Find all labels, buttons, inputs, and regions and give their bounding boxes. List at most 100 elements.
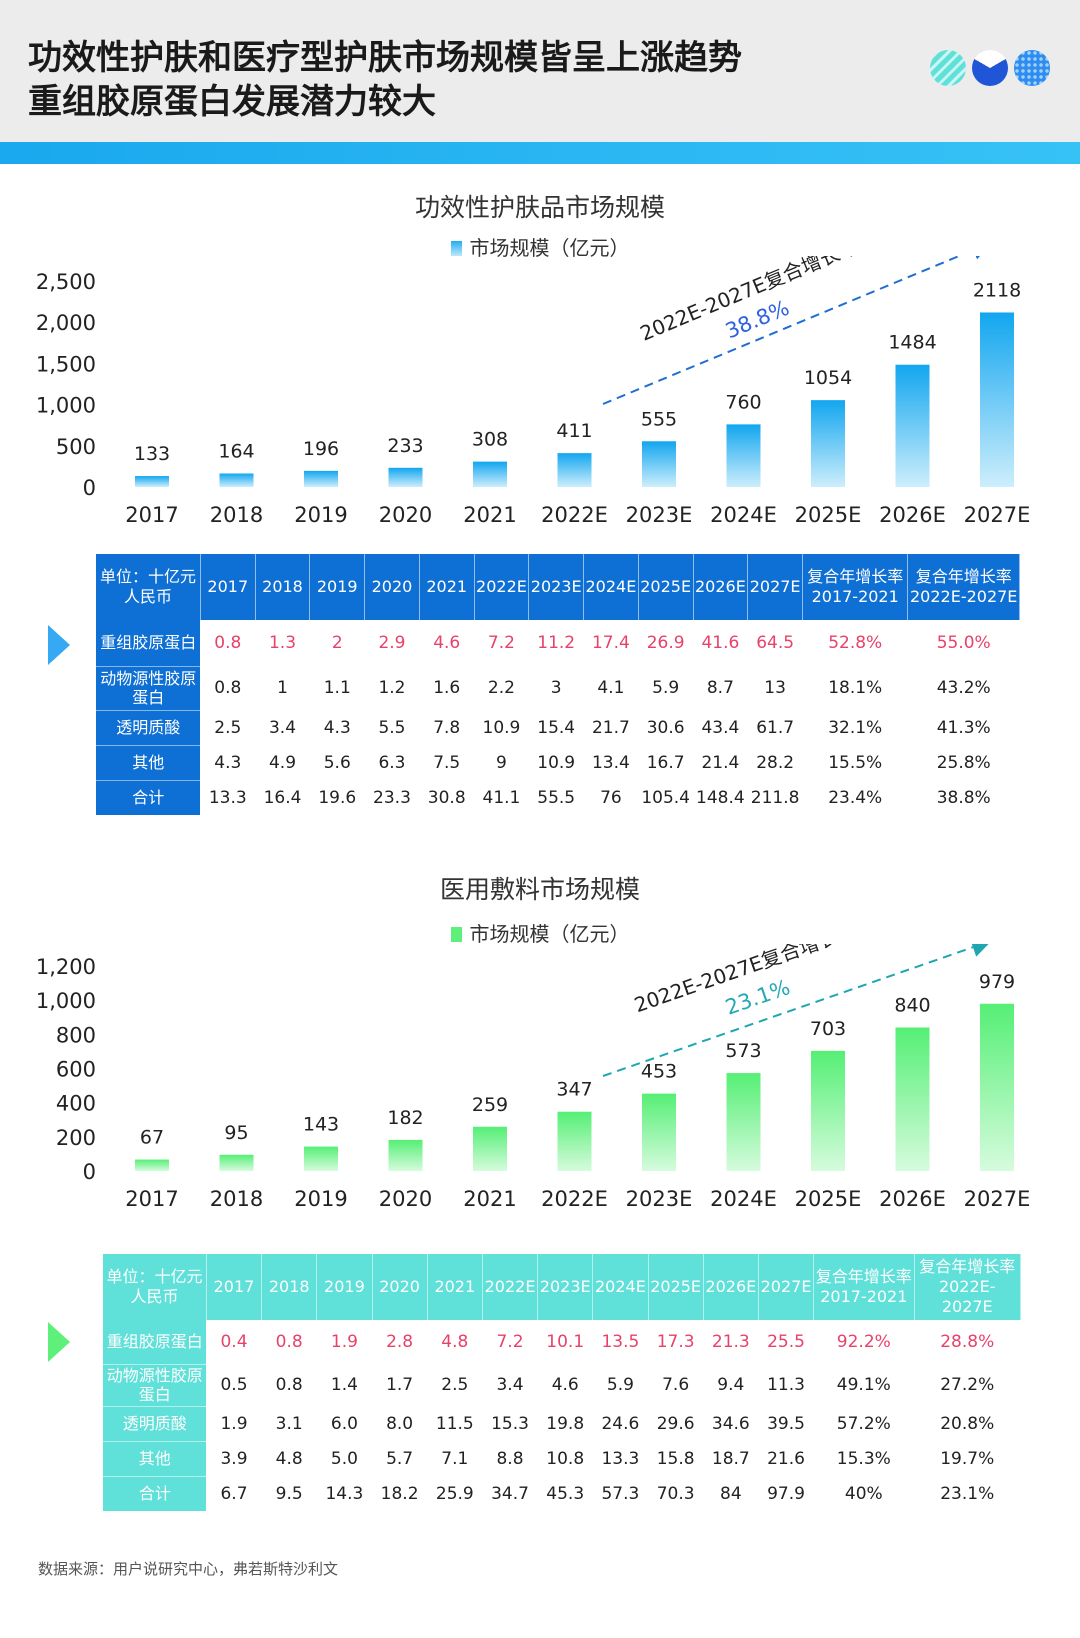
header: 功效性护肤和医疗型护肤市场规模皆呈上涨趋势 重组胶原蛋白发展潜力较大 <box>0 0 1080 142</box>
table-cell: 57.3 <box>592 1476 649 1511</box>
x-tick-label: 2018 <box>210 503 263 526</box>
table-cell: 23.1% <box>914 1476 1021 1511</box>
table-header-cell: 单位：十亿元人民币 <box>96 554 201 620</box>
table-cell: 2 <box>309 620 365 666</box>
table-header-cell: 2020 <box>364 554 420 620</box>
y-tick-label: 1,200 <box>36 955 96 979</box>
table-cell: 21.4 <box>693 745 748 780</box>
table-cell: 0.5 <box>206 1364 262 1406</box>
table-header-cell: 2019 <box>316 1254 373 1320</box>
table-cell: 28.8% <box>914 1320 1021 1364</box>
table-cell: 13 <box>747 666 803 710</box>
table-row-label: 透明质酸 <box>103 1406 207 1442</box>
x-tick-label: 2017 <box>125 503 178 526</box>
table-cell: 3.1 <box>261 1406 317 1441</box>
table-cell: 25.9 <box>427 1476 483 1511</box>
table-cell: 4.6 <box>537 1364 593 1406</box>
table-cell: 20.8% <box>914 1406 1021 1441</box>
table-cell: 1.3 <box>255 620 310 666</box>
table-cell: 2.5 <box>427 1364 483 1406</box>
table-cell: 2.2 <box>474 666 529 710</box>
table-cell: 0.8 <box>261 1364 317 1406</box>
table-cell: 4.3 <box>200 745 256 780</box>
table-cell: 1 <box>255 666 310 710</box>
data-label: 1054 <box>804 367 852 389</box>
y-tick-label: 400 <box>56 1092 96 1116</box>
data-label: 182 <box>387 1107 423 1129</box>
table-cell: 4.8 <box>261 1441 317 1476</box>
data-label: 347 <box>556 1079 592 1101</box>
table-header-cell: 2017 <box>206 1254 263 1320</box>
table-cell: 9.4 <box>703 1364 759 1406</box>
x-tick-label: 2019 <box>294 503 347 526</box>
table2: 单位：十亿元人民币 2017 2018 2019 2020 2021 2022E 2023E 2… <box>103 1254 1021 1512</box>
chart1-legend: 市场规模（亿元） <box>0 232 1080 261</box>
y-tick-label: 1,500 <box>36 352 96 376</box>
x-tick-label: 2020 <box>379 503 432 526</box>
table-header-row: 单位：十亿元人民币 2017 2018 2019 2020 2021 2022E 2023E 2… <box>96 554 1020 620</box>
table2-arrow-icon <box>48 1322 70 1362</box>
table-cell: 0.4 <box>206 1320 262 1364</box>
table-cell: 13.5 <box>592 1320 649 1364</box>
table-cell: 34.6 <box>703 1406 759 1441</box>
table-cell: 4.6 <box>419 620 475 666</box>
data-label: 259 <box>472 1094 508 1116</box>
table-header-row: 单位：十亿元人民币 2017 2018 2019 2020 2021 2022E 2023E 2… <box>103 1254 1021 1320</box>
table-cell: 7.1 <box>427 1441 483 1476</box>
table-cell: 10.9 <box>528 745 584 780</box>
table-header-cell: 2018 <box>255 554 311 620</box>
table-cell: 8.7 <box>693 666 748 710</box>
table-cell: 13.3 <box>592 1441 649 1476</box>
table-row-label: 其他 <box>96 745 201 781</box>
table-cell: 5.0 <box>316 1441 372 1476</box>
data-label: 840 <box>894 995 930 1017</box>
bar <box>557 1111 592 1171</box>
data-label: 95 <box>224 1122 248 1144</box>
bar <box>304 1146 338 1171</box>
table-cell: 21.3 <box>703 1320 759 1364</box>
chart2-title: 医用敷料市场规模 <box>439 875 640 904</box>
x-tick-label: 2023E <box>626 1187 693 1211</box>
table-header-cell: 2026E <box>703 1254 759 1320</box>
table-cell: 0.8 <box>200 666 256 710</box>
table-cell: 4.3 <box>309 710 365 745</box>
table-cell: 3.4 <box>482 1364 538 1406</box>
table-row: 透明质酸 2.5 3.4 4.3 5.5 7.8 10.9 15.4 21.7 30.6 43.4 6… <box>96 710 1020 746</box>
table-cell: 16.4 <box>255 780 310 815</box>
logo-dots-circle-icon <box>1014 50 1050 86</box>
data-label: 979 <box>979 971 1015 993</box>
table-cell: 18.1% <box>802 666 908 710</box>
table-cell: 39.5 <box>758 1406 814 1441</box>
table-cell: 97.9 <box>758 1476 814 1511</box>
table-cell: 5.9 <box>638 666 694 710</box>
table-cell: 21.7 <box>583 710 639 745</box>
table-cell: 7.5 <box>419 745 475 780</box>
table-cell: 2.9 <box>364 620 420 666</box>
table-cell: 11.3 <box>758 1364 814 1406</box>
chart2-legend: 市场规模（亿元） <box>0 918 1080 947</box>
table-cell: 19.8 <box>537 1406 593 1441</box>
table-cell: 5.5 <box>364 710 420 745</box>
table-cell: 1.4 <box>316 1364 372 1406</box>
table-header-cell: 2027E <box>758 1254 815 1320</box>
table-cell: 3.4 <box>255 710 310 745</box>
table-cell: 15.8 <box>648 1441 704 1476</box>
data-label: 760 <box>725 391 761 413</box>
table-cell: 7.8 <box>419 710 475 745</box>
x-tick-label: 2020 <box>379 1187 432 1211</box>
table-cell: 10.9 <box>474 710 529 745</box>
bar <box>980 1003 1014 1171</box>
data-label: 196 <box>303 438 339 460</box>
data-label: 143 <box>303 1114 339 1136</box>
table-cell: 9 <box>474 745 529 780</box>
y-tick-label: 800 <box>56 1023 96 1047</box>
table-header-cell: 2025E <box>648 1254 704 1320</box>
bar <box>304 470 338 487</box>
y-tick-label: 0 <box>83 1160 96 1184</box>
table-row: 动物源性胶原蛋白 0.5 0.8 1.4 1.7 2.5 3.4 4.6 5.9 7.6 9.4 11… <box>103 1364 1021 1407</box>
table-header-cell: 2019 <box>309 554 366 620</box>
table-cell: 1.2 <box>364 666 420 710</box>
table-cell: 34.7 <box>482 1476 538 1511</box>
table-cell: 8.0 <box>372 1406 428 1441</box>
table-cell: 14.3 <box>316 1476 372 1511</box>
